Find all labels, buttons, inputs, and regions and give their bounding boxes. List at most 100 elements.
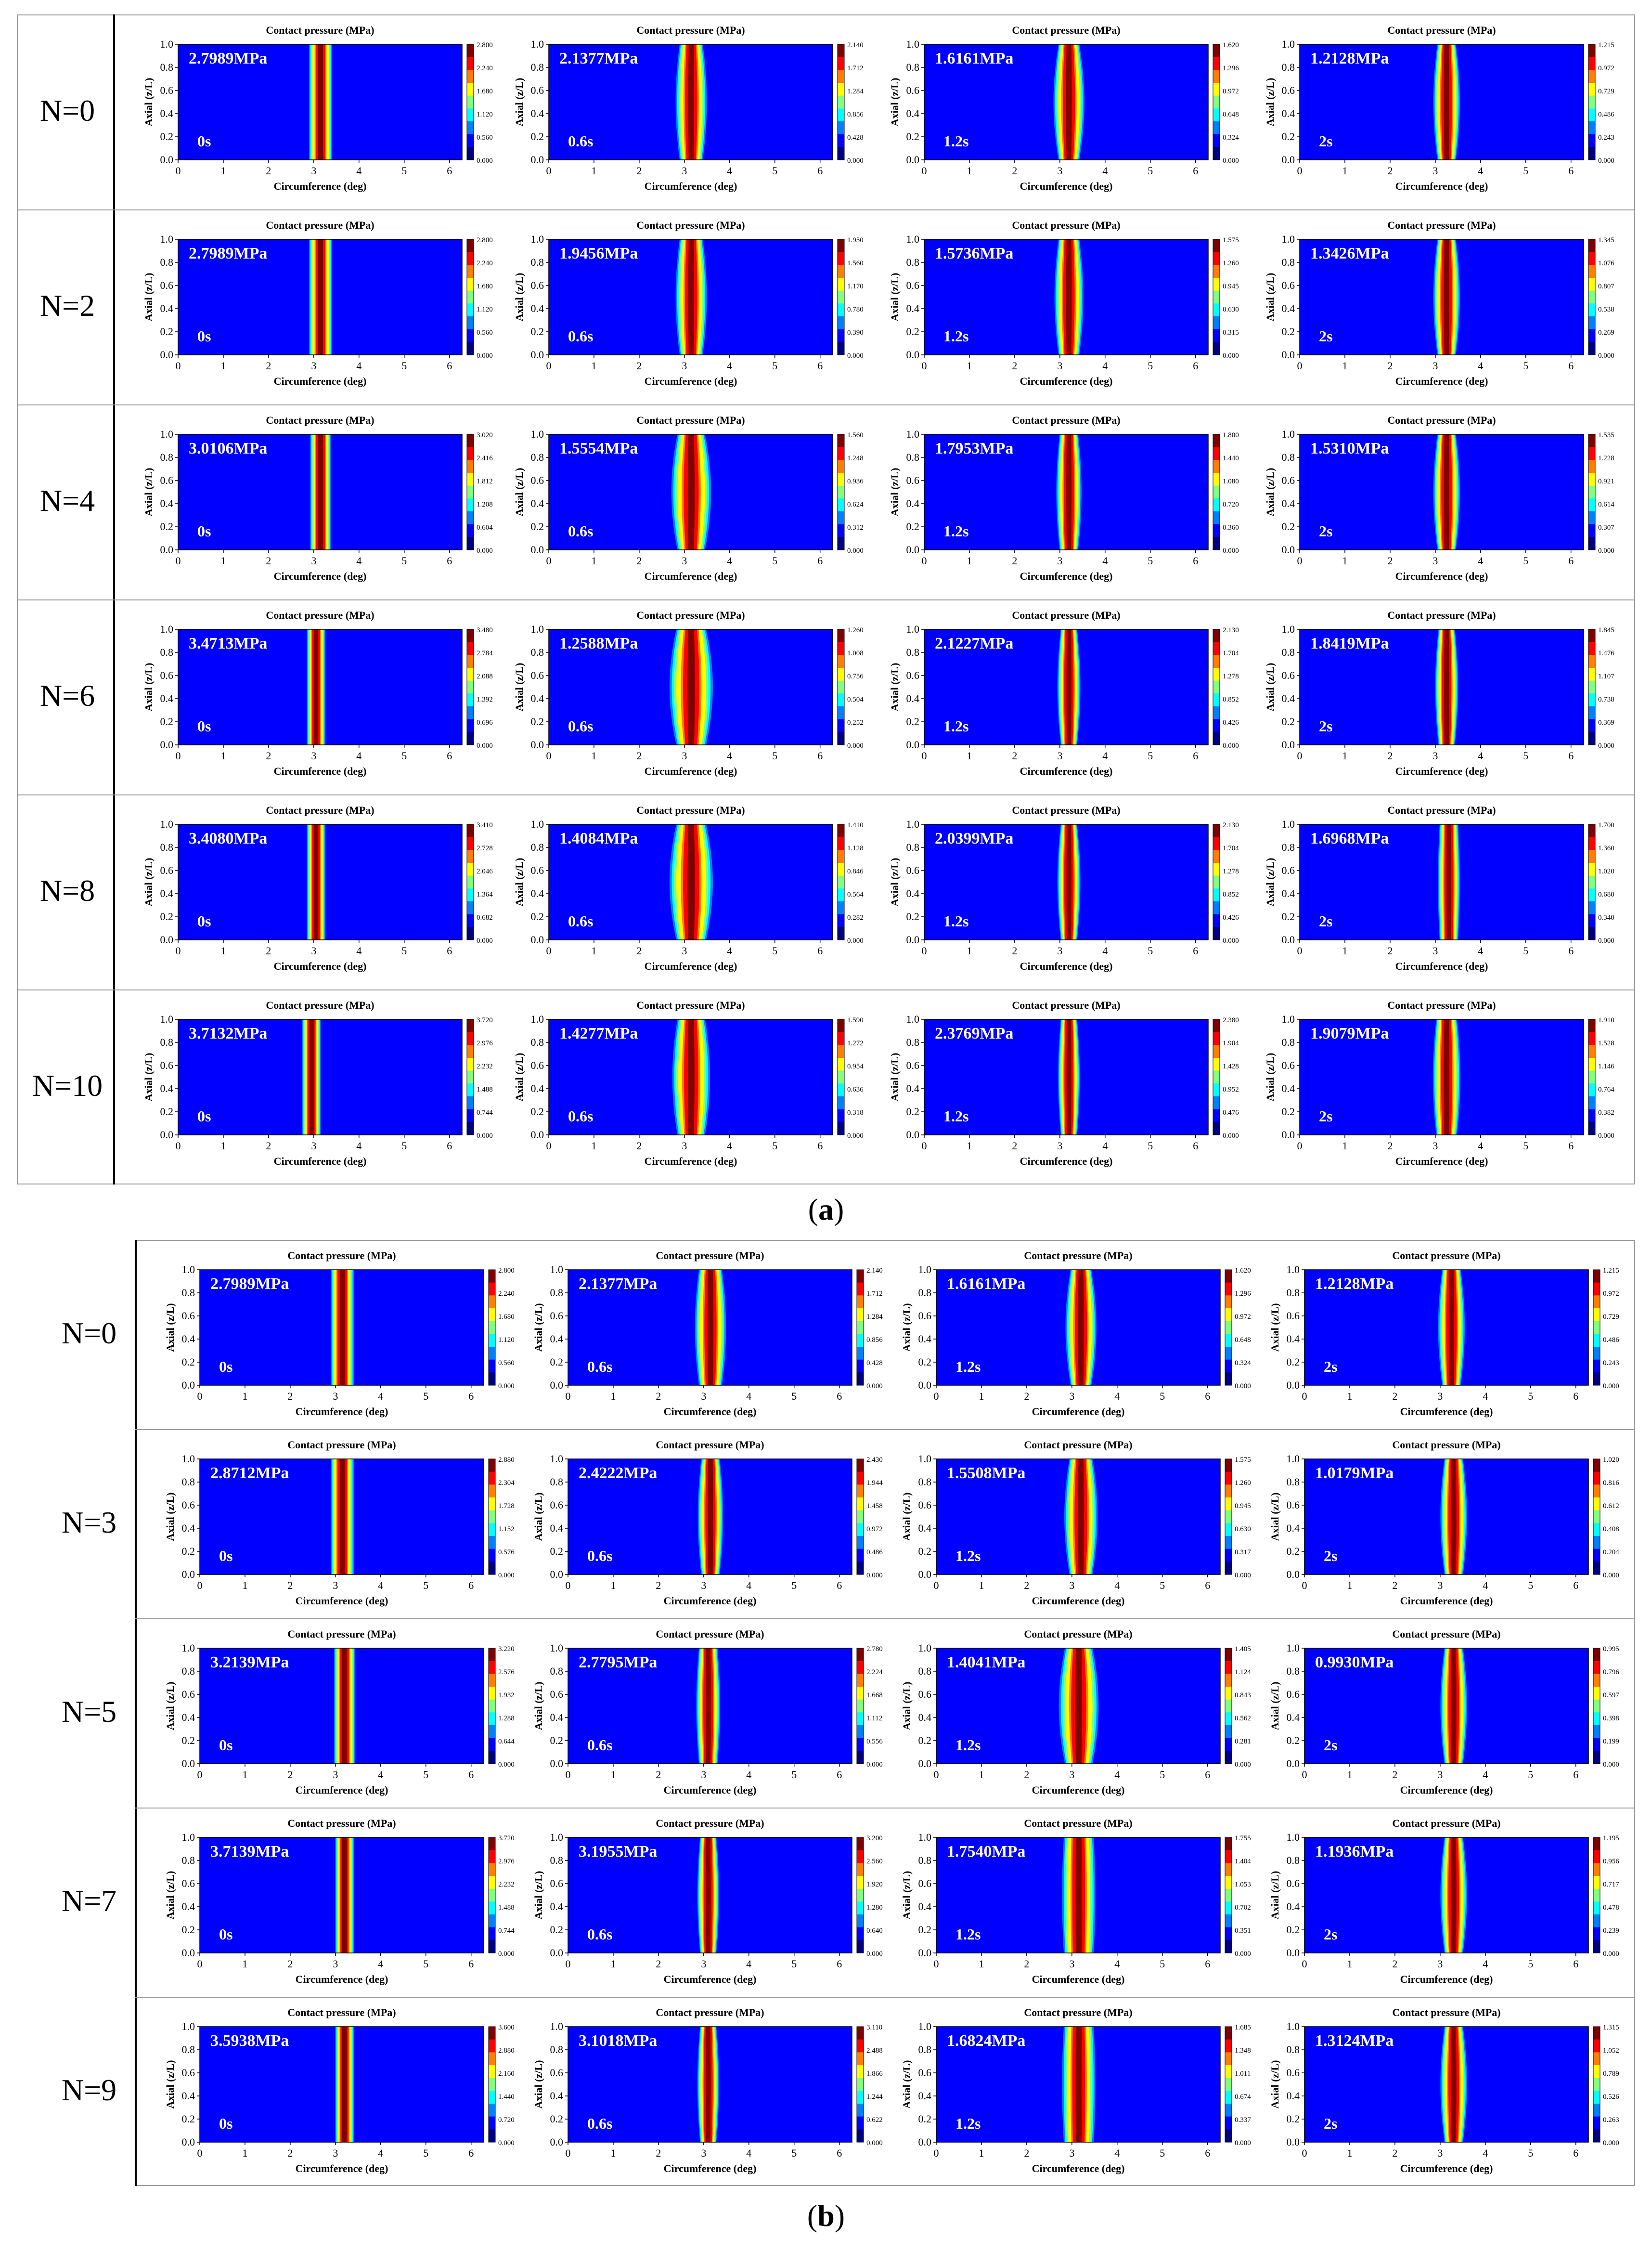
x-tick-label: 2: [266, 945, 271, 957]
x-tick-label: 1: [979, 2147, 984, 2159]
colorbar-tick-label: 1.845: [1598, 626, 1614, 634]
y-tick-label: 0.8: [531, 256, 544, 268]
pressure-band: [707, 1270, 714, 1385]
colorbar-segment: [467, 239, 474, 253]
y-tick-label: 0.8: [1282, 256, 1295, 268]
pressure-band: [1444, 629, 1449, 745]
colorbar-tick-label: 0.000: [1603, 1950, 1619, 1958]
chart-title: Contact pressure (MPa): [1392, 1249, 1500, 1262]
y-tick-label: 0.6: [160, 669, 174, 681]
colorbar-segment: [857, 1712, 864, 1726]
y-tick-label: 0.0: [906, 349, 920, 361]
x-tick-label: 3: [682, 750, 687, 762]
y-tick-label: 1.0: [906, 428, 920, 440]
colorbar-segment: [1225, 1510, 1232, 1523]
colorbar-tick-label: 0.315: [1223, 329, 1239, 337]
colorbar-tick-label: 1.345: [1598, 236, 1614, 244]
y-axis-label: Axial (z/L): [1271, 1303, 1281, 1352]
y-tick-label: 0.2: [918, 1545, 932, 1557]
colorbar-tick-label: 0.738: [1598, 696, 1614, 703]
colorbar-segment: [1588, 252, 1595, 265]
x-tick-label: 2: [636, 555, 642, 567]
colorbar-tick-label: 2.046: [477, 868, 493, 875]
colorbar-frame: [488, 1458, 496, 1575]
colorbar-segment: [1593, 1712, 1600, 1726]
x-tick-label: 6: [447, 360, 452, 372]
colorbar-segment: [467, 278, 474, 291]
colorbar-segment: [489, 1334, 495, 1347]
y-tick-label: 1.0: [550, 1263, 564, 1275]
x-tick-label: 6: [817, 945, 823, 957]
x-tick-label: 2: [1012, 1140, 1017, 1152]
chart-title: Contact pressure (MPa): [266, 999, 374, 1011]
y-tick-label: 0.2: [906, 911, 920, 923]
colorbar-segment: [1588, 642, 1595, 655]
plot-frame: [548, 629, 833, 745]
colorbar-segment: [1593, 1484, 1600, 1498]
colorbar-segment: [838, 147, 844, 160]
row-separator: [17, 989, 1635, 990]
colorbar-tick-label: 1.590: [847, 1016, 864, 1024]
y-tick-label: 0.6: [1287, 1877, 1300, 1889]
colorbar-tick-label: 0.000: [477, 352, 493, 360]
y-tick-label: 0.2: [160, 130, 174, 143]
colorbar-segment: [467, 927, 474, 940]
y-axis-label: Axial (z/L): [1266, 468, 1276, 517]
y-tick-label: 0.6: [531, 1059, 544, 1071]
x-axis-label: Circumference (deg): [1400, 1784, 1493, 1796]
colorbar-segment: [467, 668, 474, 681]
x-tick-label: 0: [546, 555, 552, 567]
colorbar-segment: [838, 303, 844, 317]
colorbar-segment: [489, 1270, 495, 1283]
colorbar-tick-label: 0.856: [847, 111, 864, 118]
x-tick-label: 5: [791, 1390, 797, 1402]
colorbar-segment: [489, 1359, 495, 1373]
colorbar-tick-label: 2.224: [866, 1668, 883, 1676]
y-tick-label: 0.6: [906, 669, 920, 681]
y-tick-label: 0.2: [906, 325, 920, 338]
y-tick-label: 0.6: [1282, 864, 1295, 876]
chart-title: Contact pressure (MPa): [636, 24, 745, 36]
colorbar-segment: [1225, 1914, 1232, 1928]
y-tick-label: 0.2: [1282, 325, 1295, 338]
colorbar-segment: [489, 1484, 495, 1498]
y-tick-label: 0.8: [550, 1854, 564, 1866]
x-tick-label: 6: [1193, 1140, 1198, 1152]
chart-title: Contact pressure (MPa): [636, 999, 745, 1011]
colorbar-tick-label: 0.852: [1223, 696, 1239, 703]
colorbar-tick-label: 1.410: [847, 821, 864, 829]
x-tick-label: 5: [1148, 750, 1153, 762]
x-tick-label: 1: [1347, 1390, 1352, 1402]
x-tick-label: 2: [287, 1769, 293, 1781]
colorbar-segment: [838, 1058, 844, 1071]
max-pressure-label: 1.2588MPa: [559, 635, 638, 652]
y-tick-label: 0.0: [531, 154, 544, 166]
max-pressure-label: 2.1377MPa: [559, 50, 638, 67]
heatmap-cell: Contact pressure (MPa)Axial (z/L)0.00.20…: [515, 24, 864, 192]
y-axis-label: Axial (z/L): [515, 663, 525, 712]
colorbar-segment: [467, 537, 474, 550]
y-tick-label: 0.4: [550, 1522, 564, 1534]
heatmap-cell: Contact pressure (MPa)Axial (z/L)0.00.20…: [1266, 24, 1614, 192]
colorbar-tick-label: 1.704: [1223, 845, 1239, 852]
x-tick-label: 2: [656, 1579, 661, 1591]
x-axis-label: Circumference (deg): [645, 1155, 737, 1167]
colorbar-segment: [1593, 2091, 1600, 2104]
plot-frame: [1299, 239, 1584, 355]
x-axis-label: Circumference (deg): [296, 1595, 388, 1607]
colorbar-segment: [1588, 888, 1595, 902]
colorbar-segment: [1593, 1940, 1600, 1953]
colorbar-segment: [1213, 1070, 1220, 1084]
colorbar-segment: [857, 1523, 864, 1536]
colorbar-segment: [1593, 1661, 1600, 1674]
colorbar-segment: [857, 1876, 864, 1889]
colorbar-tick-label: 1.195: [1603, 1835, 1619, 1842]
x-tick-label: 1: [591, 1140, 596, 1152]
colorbar-tick-label: 0.630: [1223, 306, 1239, 313]
colorbar-tick-label: 0.816: [1603, 1479, 1619, 1487]
y-tick-label: 0.4: [1282, 1082, 1295, 1094]
colorbar-segment: [838, 511, 844, 525]
time-label: 0.6s: [587, 1547, 612, 1564]
y-tick-label: 0.0: [531, 934, 544, 946]
x-axis-label: Circumference (deg): [664, 1595, 757, 1607]
